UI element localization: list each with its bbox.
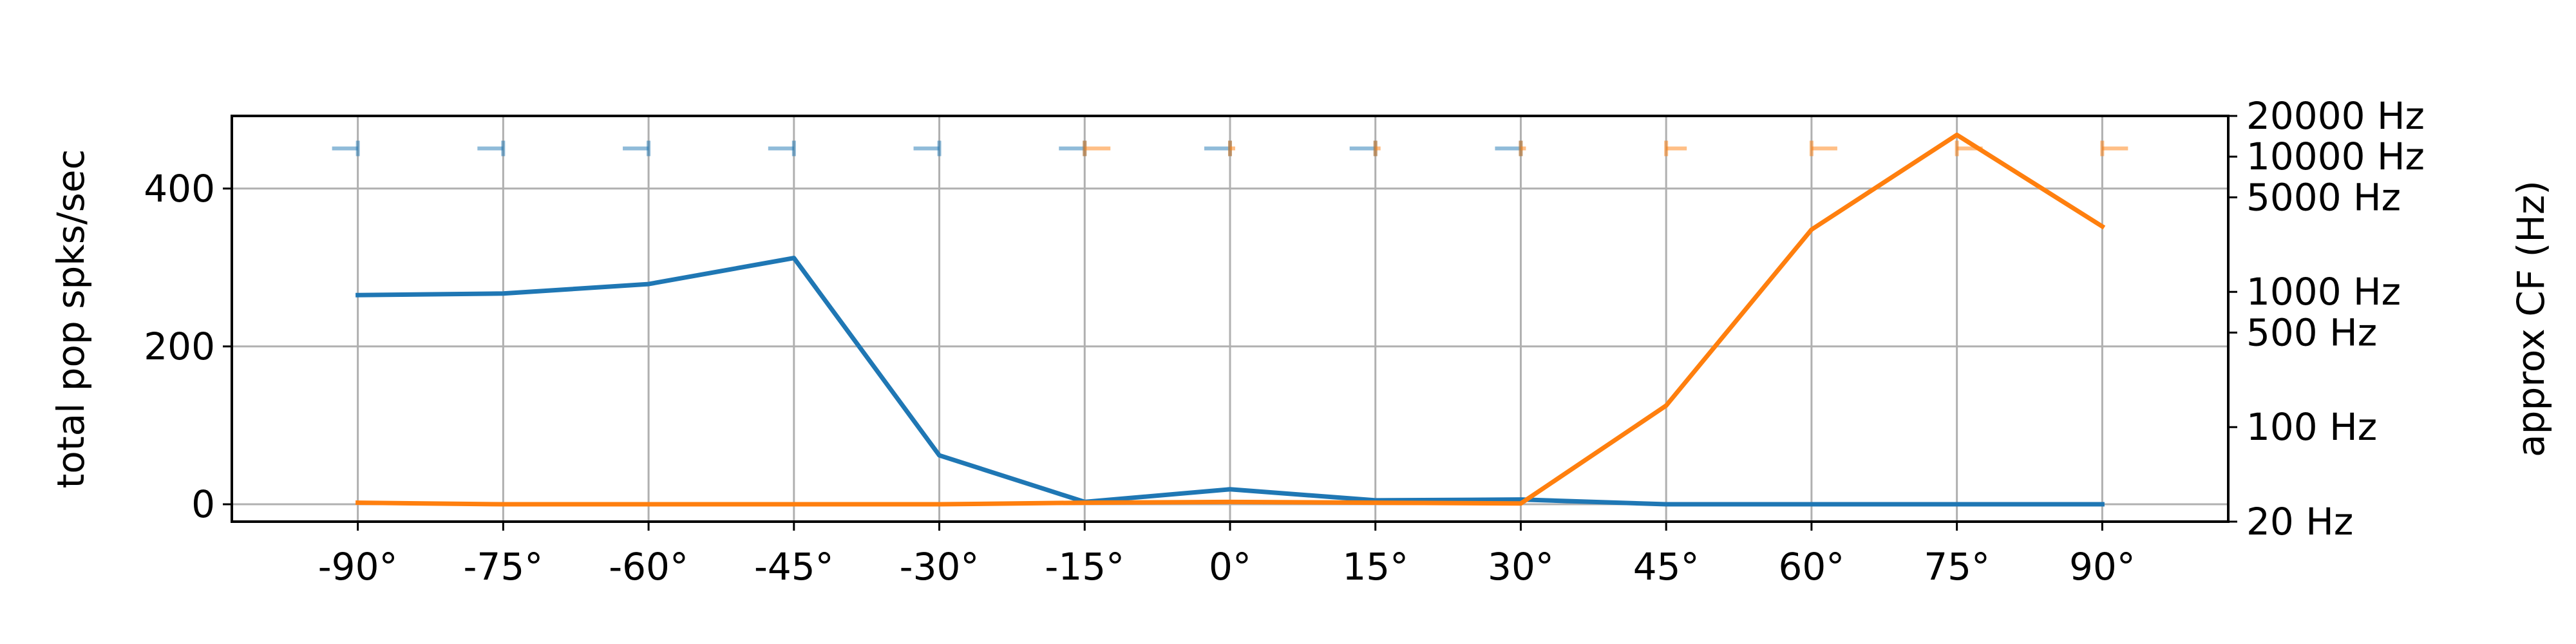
- y2-tick-label: 100 Hz: [2246, 405, 2377, 449]
- grid: [232, 116, 2228, 522]
- x-tick-label: 75°: [1924, 545, 1990, 589]
- series-line: [355, 256, 2105, 507]
- series-line: [355, 132, 2106, 507]
- x-axis: -90° -75° -60° -45° -30° -15° 0° 15° 30° 45° 60° 75…: [318, 522, 2136, 589]
- x-tick-label: -30°: [900, 545, 980, 589]
- x-tick-label: 0°: [1209, 545, 1251, 589]
- x-tick-label: -75°: [463, 545, 543, 589]
- y-axis-label: total pop spks/sec: [49, 149, 93, 489]
- x-tick-label: -60°: [609, 545, 688, 589]
- y2-tick-label: 5000 Hz: [2246, 175, 2401, 219]
- y2-tick-label: 20 Hz: [2246, 500, 2353, 544]
- x-tick-label: 90°: [2069, 545, 2136, 589]
- x-tick-label: -45°: [754, 545, 834, 589]
- y2-tick-label: 500 Hz: [2246, 310, 2377, 354]
- x-tick-label: 60°: [1779, 545, 1845, 589]
- y2-tick-label: 1000 Hz: [2246, 270, 2401, 314]
- y2-tick-label: 20000 Hz: [2246, 94, 2425, 138]
- x-tick-label: 15°: [1342, 545, 1408, 589]
- x-tick-label: -15°: [1045, 545, 1124, 589]
- series-lines: [355, 132, 2106, 507]
- x-tick-label: -90°: [318, 545, 398, 589]
- y-axis-left: 0 200 400: [144, 167, 232, 526]
- cf-markers: [332, 140, 2128, 156]
- y2-axis-label: approx CF (Hz): [2509, 180, 2553, 457]
- y-tick-label: 200: [144, 325, 215, 368]
- y2-tick-label: 10000 Hz: [2246, 135, 2425, 178]
- x-tick-label: 30°: [1488, 545, 1554, 589]
- y-tick-label: 0: [191, 482, 215, 526]
- x-tick-label: 45°: [1633, 545, 1700, 589]
- y-tick-label: 400: [144, 167, 215, 211]
